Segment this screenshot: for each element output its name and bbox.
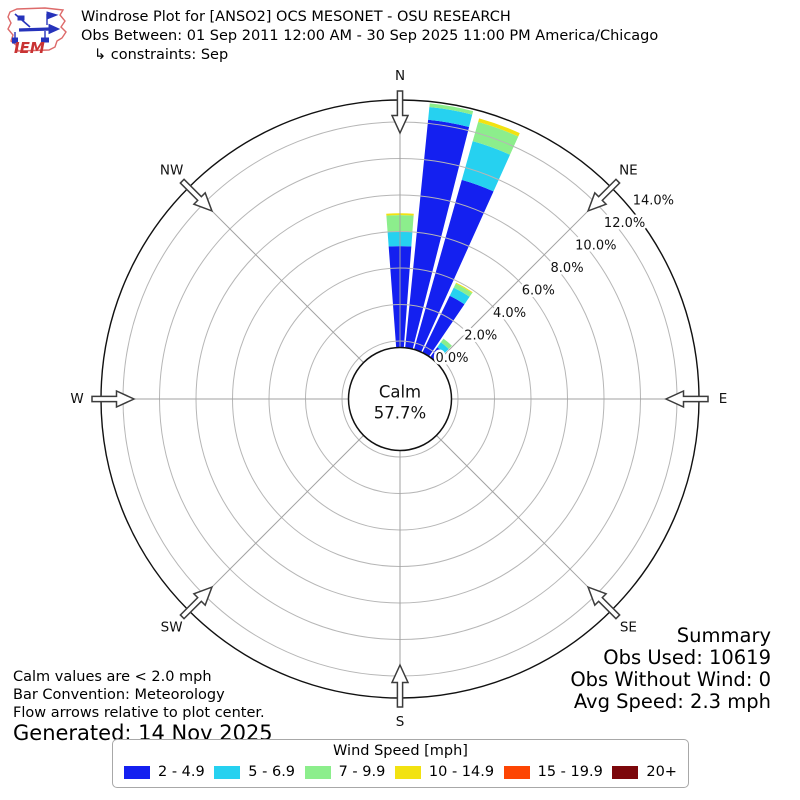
legend-label: 10 - 14.9 xyxy=(428,764,495,780)
radial-tick-label-14pct: 14.0% xyxy=(633,194,674,209)
iem-logo-graphic: IEM xyxy=(7,7,67,57)
calm-label: Calm xyxy=(379,383,421,402)
flow-arrow-SE-icon xyxy=(586,585,621,620)
note-flow-arrows: Flow arrows relative to plot center. xyxy=(13,705,265,721)
summary-obs-without-wind: Obs Without Wind: 0 xyxy=(570,668,771,691)
legend-swatch xyxy=(124,765,150,779)
flow-arrow-N-icon xyxy=(390,90,410,135)
flow-arrow-W-icon xyxy=(91,389,136,409)
legend-label: 2 - 4.9 xyxy=(158,764,205,780)
legend-label: 7 - 9.9 xyxy=(338,764,386,780)
grid-spoke-45deg xyxy=(436,187,612,363)
grid-spoke-315deg xyxy=(188,187,364,363)
flow-arrow-E-icon xyxy=(664,389,709,409)
radial-tick-label-4pct: 4.0% xyxy=(493,306,526,321)
note-bar-convention: Bar Convention: Meteorology xyxy=(13,687,225,703)
legend-swatch xyxy=(394,765,421,779)
iem-logo-text: IEM xyxy=(14,39,45,57)
summary-obs-used: Obs Used: 10619 xyxy=(603,646,771,669)
plot-constraints: ↳ constraints: Sep xyxy=(94,47,229,63)
calm-percent: 57.7% xyxy=(374,404,426,423)
radial-tick-label-2pct: 2.0% xyxy=(464,328,497,343)
plot-title: Windrose Plot for [ANSO2] OCS MESONET - … xyxy=(81,9,511,25)
bar-20deg-7-9.9 xyxy=(472,121,519,155)
bar-30deg-10-14.9 xyxy=(455,282,473,293)
compass-label-W: W xyxy=(70,391,83,407)
legend-swatch xyxy=(214,765,241,779)
legend-swatch xyxy=(503,765,530,779)
flow-arrow-SW-icon xyxy=(179,585,214,620)
legend-item-1: 5 - 6.9 xyxy=(214,764,295,780)
compass-label-S: S xyxy=(396,714,405,730)
legend-label: 20+ xyxy=(646,764,677,780)
legend-label: 15 - 19.9 xyxy=(537,764,603,780)
legend-item-0: 2 - 4.9 xyxy=(124,764,205,780)
bar-10deg-7-9.9 xyxy=(429,103,474,115)
bar-20deg-10-14.9 xyxy=(478,118,520,137)
bar-30deg-2-4.9 xyxy=(422,295,465,357)
iem-logo: IEM xyxy=(5,5,69,57)
radial-tick-label-0pct: 0.0% xyxy=(435,351,468,366)
legend-items: 2 - 4.9 5 - 6.9 7 - 9.9 10 - 14.9 15 - 19.9 2… xyxy=(124,764,677,780)
plot-header: Windrose Plot for [ANSO2] OCS MESONET - … xyxy=(81,8,658,65)
legend-swatch xyxy=(612,765,639,779)
radial-tick-label-8pct: 8.0% xyxy=(551,261,584,276)
weather-vane-icon xyxy=(12,11,61,44)
legend-label: 5 - 6.9 xyxy=(248,764,296,780)
wind-speed-legend: Wind Speed [mph] 2 - 4.9 5 - 6.9 7 - 9.9 10… xyxy=(112,739,689,788)
calm-circle xyxy=(347,346,453,452)
bar-40deg-7-9.9 xyxy=(440,338,452,349)
wind-bars xyxy=(386,103,520,362)
radial-tick-label-10pct: 10.0% xyxy=(575,239,616,254)
note-calm-threshold: Calm values are < 2.0 mph xyxy=(13,669,212,685)
radial-tick-label-12pct: 12.0% xyxy=(604,216,645,231)
compass-label-SW: SW xyxy=(161,619,183,635)
flow-arrow-NE-icon xyxy=(586,178,621,213)
grid-spoke-225deg xyxy=(188,435,364,611)
legend-item-2: 7 - 9.9 xyxy=(304,764,386,780)
legend-swatch xyxy=(304,765,331,779)
compass-label-NE: NE xyxy=(619,163,638,179)
summary-avg-speed: Avg Speed: 2.3 mph xyxy=(573,690,771,713)
compass-label-N: N xyxy=(395,68,405,84)
bar-10deg-5-6.9 xyxy=(428,107,473,127)
bar-10deg-2-4.9 xyxy=(405,119,470,349)
generated-date: Generated: 14 Nov 2025 xyxy=(13,721,273,745)
compass-label-NW: NW xyxy=(160,163,183,179)
summary-block: Summary Obs Used: 10619 Obs Without Wind… xyxy=(570,625,771,713)
plot-obs-range: Obs Between: 01 Sep 2011 12:00 AM - 30 S… xyxy=(81,28,659,44)
flow-arrow-NW-icon xyxy=(179,178,214,213)
radial-tick-label-6pct: 6.0% xyxy=(522,283,555,298)
compass-label-SE: SE xyxy=(620,619,637,635)
grid-spoke-135deg xyxy=(436,435,612,611)
legend-item-5: 20+ xyxy=(612,764,677,780)
flow-arrow-S-icon xyxy=(390,663,410,708)
bar-20deg-2-4.9 xyxy=(414,179,494,352)
compass-label-E: E xyxy=(719,391,728,407)
summary-title: Summary xyxy=(676,624,771,647)
footnotes-block: Calm values are < 2.0 mph Bar Convention… xyxy=(13,668,273,745)
bar-40deg-5-6.9 xyxy=(437,342,449,354)
legend-item-4: 15 - 19.9 xyxy=(503,764,603,780)
bar-30deg-5-6.9 xyxy=(449,287,470,305)
legend-item-3: 10 - 14.9 xyxy=(394,764,495,780)
bar-30deg-7-9.9 xyxy=(453,283,473,297)
legend-title: Wind Speed [mph] xyxy=(333,743,468,759)
